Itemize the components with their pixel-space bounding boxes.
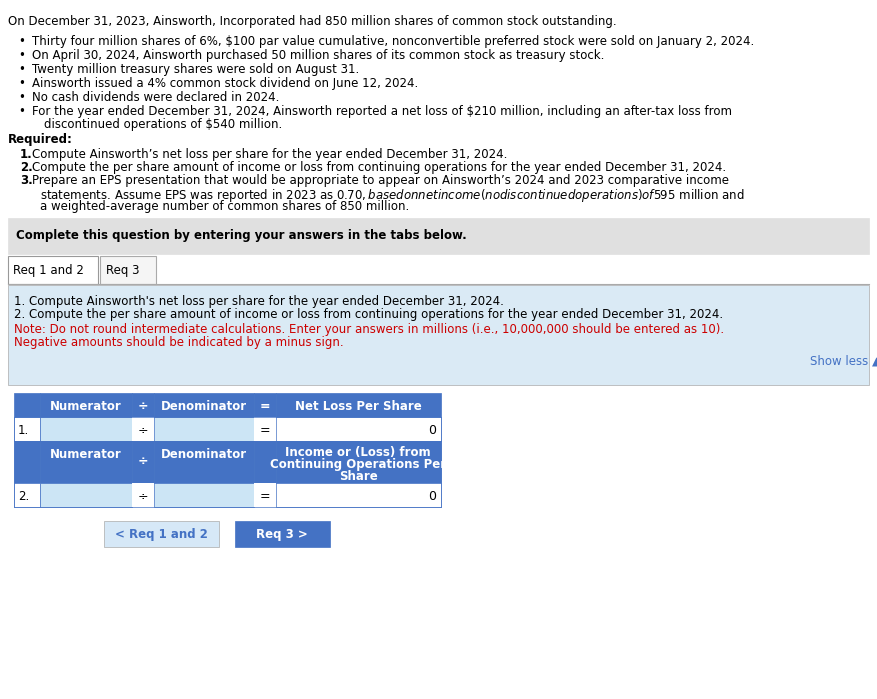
Bar	[40, 417, 132, 441]
Text: 1.: 1.	[18, 424, 29, 437]
Text: Req 3 >: Req 3 >	[256, 528, 308, 541]
Text: 0: 0	[428, 424, 436, 437]
Text: =: =	[260, 424, 270, 437]
Text: a weighted-average number of common shares of 850 million.: a weighted-average number of common shar…	[40, 200, 410, 213]
Text: For the year ended December 31, 2024, Ainsworth reported a net loss of $210 mill: For the year ended December 31, 2024, Ai…	[32, 105, 732, 118]
Text: Thirty four million shares of 6%, $100 par value cumulative, nonconvertible pref: Thirty four million shares of 6%, $100 p…	[32, 35, 754, 48]
Text: 0: 0	[428, 490, 436, 503]
Text: < Req 1 and 2: < Req 1 and 2	[115, 528, 208, 541]
Text: ÷: ÷	[138, 424, 148, 437]
Text: Req 1 and 2: Req 1 and 2	[13, 264, 84, 277]
Bar	[14, 441, 40, 483]
Bar	[276, 393, 441, 417]
Bar	[276, 441, 441, 483]
Bar	[104, 521, 219, 547]
Bar	[254, 393, 276, 417]
Text: 2. Compute the per share amount of income or loss from continuing operations for: 2. Compute the per share amount of incom…	[14, 308, 724, 321]
Text: ÷: ÷	[138, 455, 148, 468]
Bar	[154, 483, 254, 507]
Text: Net Loss Per Share: Net Loss Per Share	[295, 400, 421, 413]
Bar	[8, 285, 869, 385]
Text: ÷: ÷	[138, 490, 148, 503]
Bar	[132, 441, 154, 483]
Text: No cash dividends were declared in 2024.: No cash dividends were declared in 2024.	[32, 91, 280, 104]
Text: Ainsworth issued a 4% common stock dividend on June 12, 2024.: Ainsworth issued a 4% common stock divid…	[32, 77, 418, 90]
Text: Numerator: Numerator	[50, 400, 122, 413]
Bar	[14, 483, 40, 507]
Bar	[14, 417, 40, 441]
Text: Req 3: Req 3	[106, 264, 139, 277]
Bar	[154, 393, 254, 417]
Bar	[8, 218, 869, 254]
Bar	[254, 441, 276, 483]
Text: =: =	[260, 400, 270, 413]
Text: •: •	[18, 63, 25, 76]
Text: •: •	[18, 77, 25, 90]
Text: On April 30, 2024, Ainsworth purchased 50 million shares of its common stock as : On April 30, 2024, Ainsworth purchased 5…	[32, 49, 604, 62]
Bar	[40, 441, 132, 483]
Bar	[8, 256, 98, 284]
Text: statements. Assume EPS was reported in 2023 as $0.70, based on net income (no di: statements. Assume EPS was reported in 2…	[40, 187, 745, 204]
Bar	[14, 393, 40, 417]
Text: Negative amounts should be indicated by a minus sign.: Negative amounts should be indicated by …	[14, 336, 344, 349]
Bar	[276, 417, 441, 441]
Text: •: •	[18, 105, 25, 118]
Bar	[40, 393, 132, 417]
Text: Income or (Loss) from: Income or (Loss) from	[285, 446, 431, 459]
Text: Continuing Operations Per: Continuing Operations Per	[270, 458, 446, 471]
Text: Share: Share	[339, 470, 377, 483]
Text: Show less ▲: Show less ▲	[810, 355, 877, 368]
Text: 2.: 2.	[18, 490, 29, 503]
Text: Numerator: Numerator	[50, 448, 122, 461]
Text: =: =	[260, 490, 270, 503]
Bar	[276, 483, 441, 507]
Bar	[132, 393, 154, 417]
Bar	[254, 483, 276, 507]
Text: Note: Do not round intermediate calculations. Enter your answers in millions (i.: Note: Do not round intermediate calculat…	[14, 323, 724, 336]
Text: Denominator: Denominator	[161, 400, 247, 413]
Bar	[100, 256, 156, 284]
Text: 1.: 1.	[20, 148, 32, 161]
Text: •: •	[18, 35, 25, 48]
Bar	[254, 417, 276, 441]
Bar	[154, 417, 254, 441]
Text: Required:: Required:	[8, 133, 73, 146]
Text: Denominator: Denominator	[161, 448, 247, 461]
Bar	[235, 521, 330, 547]
Text: •: •	[18, 91, 25, 104]
Bar	[40, 483, 132, 507]
Bar	[132, 417, 154, 441]
Text: Twenty million treasury shares were sold on August 31.: Twenty million treasury shares were sold…	[32, 63, 360, 76]
Text: discontinued operations of $540 million.: discontinued operations of $540 million.	[44, 118, 282, 131]
Text: Compute Ainsworth’s net loss per share for the year ended December 31, 2024.: Compute Ainsworth’s net loss per share f…	[32, 148, 508, 161]
Text: On December 31, 2023, Ainsworth, Incorporated had 850 million shares of common s: On December 31, 2023, Ainsworth, Incorpo…	[8, 15, 617, 28]
Text: 1. Compute Ainsworth's net loss per share for the year ended December 31, 2024.: 1. Compute Ainsworth's net loss per shar…	[14, 295, 504, 308]
Text: •: •	[18, 49, 25, 62]
Text: ÷: ÷	[138, 400, 148, 413]
Text: Prepare an EPS presentation that would be appropriate to appear on Ainsworth’s 2: Prepare an EPS presentation that would b…	[32, 174, 729, 187]
Text: 2.: 2.	[20, 161, 32, 174]
Bar	[132, 483, 154, 507]
Text: 3.: 3.	[20, 174, 32, 187]
Bar	[154, 441, 254, 483]
Text: Compute the per share amount of income or loss from continuing operations for th: Compute the per share amount of income o…	[32, 161, 726, 174]
Text: Complete this question by entering your answers in the tabs below.: Complete this question by entering your …	[16, 229, 467, 242]
